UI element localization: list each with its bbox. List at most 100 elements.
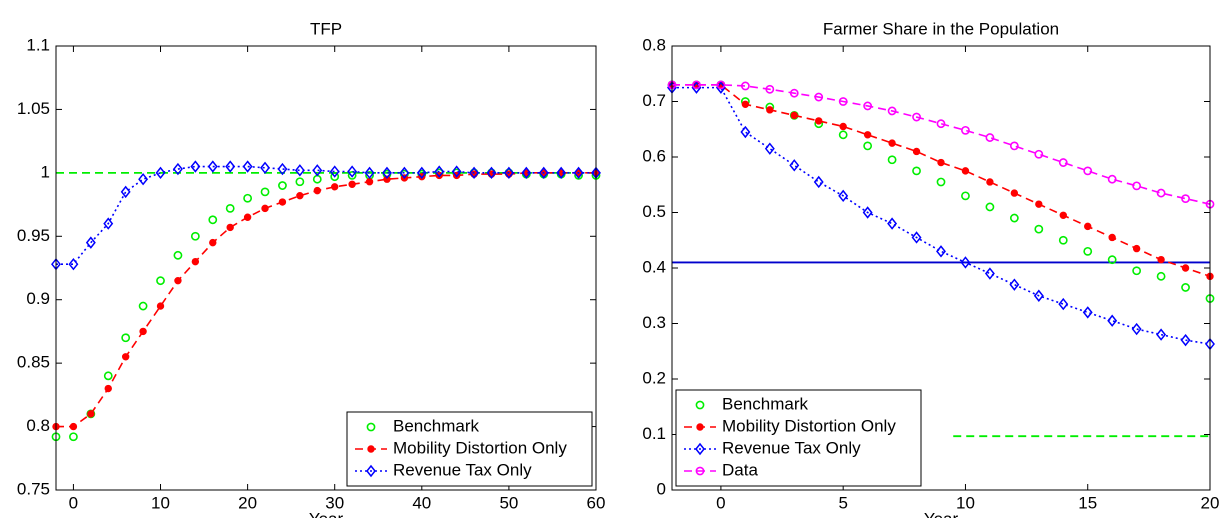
marker: [138, 172, 149, 186]
marker: [936, 245, 946, 258]
marker: [69, 422, 78, 431]
marker: [1034, 149, 1044, 159]
marker: [887, 155, 897, 165]
y-tick-label: 0.75: [17, 479, 50, 498]
marker: [887, 106, 897, 116]
marker: [1009, 141, 1019, 151]
marker: [814, 92, 824, 102]
legend-label: Benchmark: [393, 416, 479, 435]
marker: [789, 88, 799, 98]
marker: [1181, 283, 1190, 292]
marker: [190, 160, 201, 173]
marker: [961, 167, 970, 175]
marker: [296, 191, 304, 200]
legend-marker: [696, 423, 704, 431]
y-tick-label: 1: [41, 162, 50, 181]
legend-marker: [366, 422, 376, 432]
marker: [156, 302, 165, 310]
marker: [912, 147, 921, 156]
marker: [912, 112, 921, 122]
marker: [295, 177, 305, 187]
marker: [538, 166, 549, 180]
marker: [1059, 211, 1067, 219]
marker: [1107, 314, 1118, 327]
y-tick-label: 0.2: [642, 368, 666, 387]
marker: [174, 276, 182, 285]
marker: [1083, 246, 1093, 256]
marker: [741, 100, 750, 108]
marker: [242, 160, 253, 173]
marker: [1084, 222, 1092, 231]
marker: [329, 165, 340, 178]
marker: [260, 187, 270, 197]
marker: [789, 159, 800, 172]
marker: [1132, 266, 1142, 276]
marker: [85, 236, 96, 249]
marker: [208, 215, 218, 225]
marker: [1058, 235, 1068, 245]
marker: [260, 161, 270, 174]
y-tick-label: 0.4: [642, 257, 666, 276]
marker: [225, 160, 236, 173]
x-tick-label: 5: [838, 493, 847, 512]
marker: [156, 276, 165, 286]
marker: [434, 165, 445, 178]
legend-marker: [695, 466, 705, 476]
legend-label: Mobility Distortion Only: [393, 438, 567, 457]
marker: [330, 172, 340, 182]
x-tick-label: 40: [412, 493, 431, 512]
legend-box: [346, 411, 593, 487]
marker: [813, 175, 824, 189]
y-tick-label: 1.05: [17, 99, 50, 118]
marker: [1010, 189, 1019, 197]
marker: [556, 166, 567, 180]
y-tick-label: 0: [657, 479, 666, 498]
marker: [138, 301, 148, 311]
marker: [173, 250, 183, 260]
marker: [383, 175, 391, 183]
marker: [312, 164, 323, 177]
marker: [1083, 166, 1093, 176]
marker: [960, 256, 971, 269]
marker: [120, 185, 131, 199]
marker: [573, 166, 584, 180]
marker: [1180, 333, 1191, 347]
marker: [207, 160, 218, 173]
marker: [278, 181, 287, 190]
y-tick-label: 0.85: [17, 353, 50, 372]
y-tick-label: 0.8: [642, 35, 666, 54]
marker: [716, 80, 726, 90]
marker: [790, 111, 798, 120]
y-tick-label: 1.1: [26, 35, 50, 54]
marker: [765, 84, 775, 94]
legend-label: Mobility Distortion Only: [722, 416, 896, 435]
x-tick-label: 0: [716, 493, 725, 512]
marker: [87, 410, 95, 418]
x-tick-label: 20: [1201, 493, 1220, 512]
y-tick-label: 0.1: [642, 424, 666, 443]
marker: [985, 133, 995, 142]
x-tick-label: 10: [151, 493, 170, 512]
marker: [364, 166, 375, 180]
marker: [104, 384, 112, 393]
marker: [68, 257, 79, 271]
marker: [1156, 328, 1167, 341]
series-line: [672, 84, 1211, 205]
marker: [172, 162, 183, 176]
marker: [503, 166, 514, 180]
marker: [313, 186, 321, 195]
marker: [521, 166, 532, 180]
marker: [936, 119, 946, 129]
marker: [839, 122, 847, 131]
marker: [103, 371, 113, 381]
x-tick-label: 30: [325, 493, 344, 512]
marker: [1132, 244, 1141, 253]
marker: [1107, 174, 1117, 184]
marker: [862, 206, 873, 219]
marker: [69, 432, 78, 442]
marker: [121, 353, 130, 361]
marker: [209, 238, 217, 247]
marker: [1009, 213, 1019, 223]
marker: [888, 139, 896, 147]
